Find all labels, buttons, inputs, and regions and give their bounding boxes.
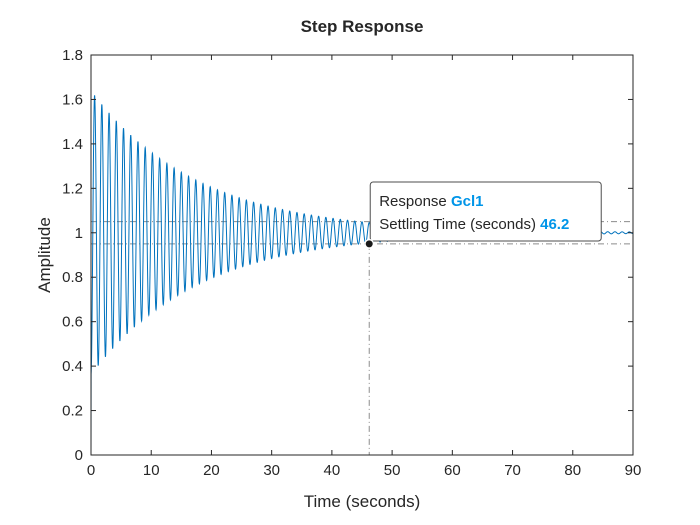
datatip-line-1: Response Gcl1 [379,193,483,210]
datatip-marker[interactable] [365,240,373,248]
response-line-gcl1 [90,95,634,456]
y-tick-label-9: 1.8 [62,47,83,64]
y-tick-label-1: 0.2 [62,403,83,420]
datatip-response-value: Gcl1 [451,193,484,210]
y-tick-label-2: 0.4 [62,358,83,375]
settling-time-datatip[interactable]: Response Gcl1 Settling Time (seconds) 46.… [364,181,602,249]
x-tick-label-40: 40 [324,462,341,479]
x-axis-tick-labels: 0 10 20 30 40 50 60 70 80 90 [87,462,642,479]
y-tick-label-5: 1 [75,225,83,242]
y-tick-label-3: 0.6 [62,314,83,331]
x-tick-label-70: 70 [504,462,521,479]
y-tick-label-8: 1.6 [62,91,83,108]
response-series [90,95,634,456]
datatip-settling-label: Settling Time (seconds) [379,216,540,233]
x-tick-label-60: 60 [444,462,461,479]
datatip-settling-value: 46.2 [540,216,569,233]
x-tick-label-20: 20 [203,462,220,479]
x-tick-label-80: 80 [564,462,581,479]
datatip-response-label: Response [379,193,451,210]
x-axis-ticks [90,55,634,455]
y-axis-ticks [91,54,633,456]
x-axis-label: Time (seconds) [304,492,421,511]
chart-title: Step Response [301,17,424,36]
y-axis-label: Amplitude [35,217,54,293]
axes-frame [90,54,634,456]
y-tick-label-7: 1.4 [62,136,83,153]
y-tick-label-4: 0.8 [62,269,83,286]
datatip-box [369,181,602,242]
datatip-line-2: Settling Time (seconds) 46.2 [379,216,569,233]
y-tick-label-0: 0 [75,447,83,464]
y-axis-tick-labels: 0 0.2 0.4 0.6 0.8 1 1.2 1.4 1.6 1.8 [62,47,83,464]
x-tick-label-30: 30 [263,462,280,479]
x-tick-label-10: 10 [143,462,160,479]
x-tick-label-0: 0 [87,462,95,479]
x-tick-label-90: 90 [625,462,642,479]
x-tick-label-50: 50 [384,462,401,479]
y-tick-label-6: 1.2 [62,180,83,197]
